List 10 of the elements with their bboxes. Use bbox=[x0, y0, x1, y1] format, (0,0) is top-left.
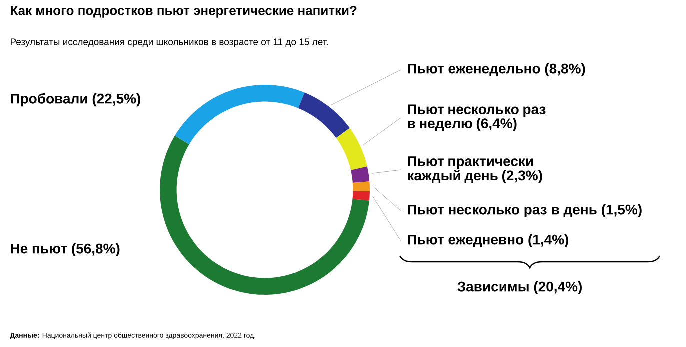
slice-label: Пьют ежедневно (1,4%) bbox=[408, 234, 569, 248]
text: Зависимы (20,4%) bbox=[458, 281, 582, 295]
chart-title: Как много подростков пьют энергетические напитки? bbox=[11, 6, 357, 18]
slice-label: Пробовали (22,5%) bbox=[11, 93, 140, 107]
slice-label: Пьют еженедельно (8,8%) bbox=[408, 63, 586, 77]
chart-subtitle: Результаты исследования среди школьников в возрасте от 11 до 15 лет. bbox=[10, 38, 328, 48]
slice-label: Пьют несколько раз в день (1,5%) bbox=[408, 204, 642, 218]
slice-label: Не пьют (56,8%) bbox=[11, 243, 120, 257]
slice-label: Пьют практически каждый день (2,3%) bbox=[408, 156, 542, 184]
slice-label: Пьют несколько раз в неделю (6,4%) bbox=[408, 104, 546, 132]
